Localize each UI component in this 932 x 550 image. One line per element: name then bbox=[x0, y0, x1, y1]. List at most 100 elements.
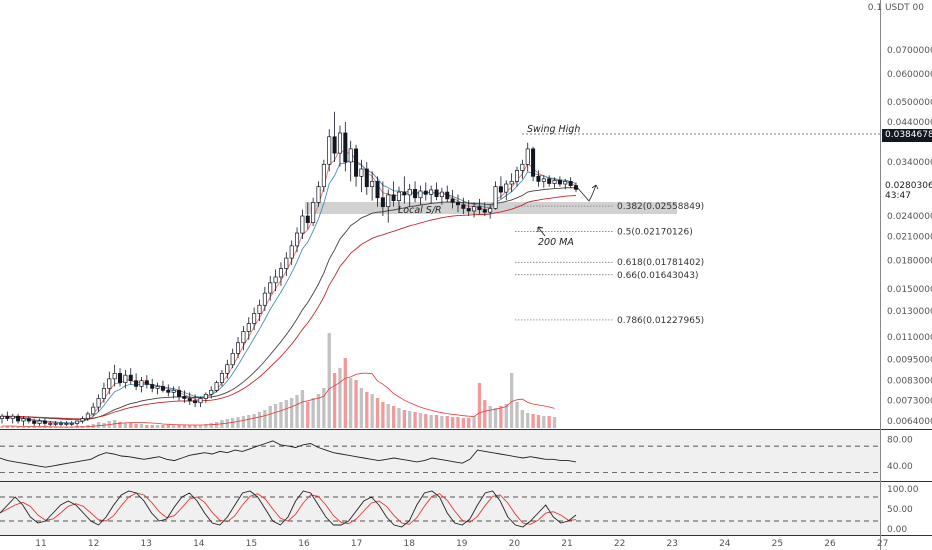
volume-bar bbox=[155, 425, 160, 428]
y-tick-label: 0.01500000 bbox=[887, 285, 932, 295]
osc-tick-label: 80.00 bbox=[887, 436, 913, 446]
rsi-indicator: 80.00 40.00 bbox=[0, 436, 913, 473]
volume-bar bbox=[472, 416, 476, 428]
volume-bar bbox=[204, 424, 208, 428]
candle-body bbox=[193, 400, 198, 404]
candle-body bbox=[514, 170, 520, 182]
candle-body bbox=[332, 136, 337, 154]
candle-body bbox=[536, 175, 541, 182]
candle-body bbox=[225, 364, 230, 374]
volume-bar bbox=[354, 380, 358, 428]
y-tick-label: 0.07000000 bbox=[887, 46, 932, 56]
volume-bar bbox=[118, 422, 122, 428]
osc-tick-label: 40.00 bbox=[887, 462, 913, 472]
x-tick-label: 27 bbox=[877, 539, 888, 549]
volume-bar bbox=[386, 404, 390, 428]
candle-body bbox=[32, 420, 37, 424]
volume-bar bbox=[418, 413, 423, 428]
y-tick-label: 0.00950000 bbox=[887, 356, 932, 366]
rsi-pane bbox=[0, 430, 880, 481]
y-tick-label: 0.06000000 bbox=[887, 70, 932, 80]
volume-bar bbox=[515, 402, 519, 428]
candle-body bbox=[26, 418, 31, 422]
candle-body bbox=[370, 181, 375, 188]
volume-bar bbox=[499, 406, 503, 428]
candle-body bbox=[96, 398, 101, 408]
candle-body bbox=[160, 386, 165, 391]
candle-body bbox=[53, 423, 58, 425]
volume-bar bbox=[290, 398, 294, 428]
volume-ma-line bbox=[2, 372, 555, 428]
volume-bar bbox=[11, 426, 15, 428]
volume-bar bbox=[402, 410, 406, 428]
volume-bar bbox=[477, 383, 482, 428]
volume-bar bbox=[27, 427, 31, 428]
candle-body bbox=[321, 163, 326, 188]
candle-body bbox=[69, 423, 74, 425]
candle-body bbox=[252, 313, 257, 324]
annotations: Swing High Local S/R 200 MA bbox=[398, 124, 880, 248]
fib-levels: 0.382(0.02558849) 0.5(0.02170126) 0.618(0.… bbox=[515, 202, 704, 326]
volume-bar bbox=[48, 427, 52, 428]
candle-body bbox=[327, 136, 332, 165]
volume-bar bbox=[424, 414, 428, 428]
candle-body bbox=[386, 194, 391, 207]
x-tick-label: 25 bbox=[772, 539, 783, 549]
candle-body bbox=[91, 406, 96, 415]
volume-bar bbox=[279, 402, 283, 428]
x-tick-label: 24 bbox=[719, 539, 731, 549]
volume-bar bbox=[370, 394, 374, 428]
candle-body bbox=[107, 378, 112, 389]
candle-body bbox=[547, 178, 552, 184]
candle-body bbox=[262, 292, 267, 306]
x-tick-label: 12 bbox=[88, 539, 99, 549]
volume-bar bbox=[70, 427, 74, 428]
volume-bar bbox=[306, 402, 310, 428]
osc-tick-label: 0.00 bbox=[887, 525, 907, 535]
fib-label: 0.618(0.01781402) bbox=[617, 258, 704, 268]
volume-bar bbox=[391, 406, 396, 428]
candle-body bbox=[241, 331, 246, 344]
x-tick-label: 16 bbox=[298, 539, 310, 549]
x-tick-label: 15 bbox=[246, 539, 257, 549]
swing-high-price-tag: 0.03846788 bbox=[882, 129, 932, 142]
volume-bar bbox=[145, 425, 149, 428]
volume-bar bbox=[53, 427, 58, 428]
candle-body bbox=[343, 132, 348, 163]
candle-body bbox=[171, 389, 176, 393]
candle-body bbox=[128, 374, 133, 382]
volume-bar bbox=[268, 406, 272, 428]
osc-tick-label: 50.00 bbox=[887, 505, 913, 515]
volume-bar bbox=[338, 368, 342, 428]
volume-bar bbox=[0, 426, 4, 428]
candle-body bbox=[5, 415, 10, 419]
osc-tick-label: 100.00 bbox=[887, 485, 919, 495]
candle-body bbox=[268, 282, 273, 294]
current-price-tag: 0.02803067 bbox=[885, 181, 932, 191]
y-tick-label: 0.05000000 bbox=[887, 98, 932, 108]
volume-bar bbox=[139, 424, 144, 428]
volume-bar bbox=[375, 398, 380, 428]
candle-body bbox=[118, 373, 123, 383]
volume-bar bbox=[349, 378, 353, 428]
volume-bar bbox=[316, 394, 321, 428]
x-tick-label: 11 bbox=[35, 539, 46, 549]
volume-bar bbox=[493, 408, 498, 428]
volume-bar bbox=[32, 427, 36, 428]
candle-body bbox=[541, 178, 546, 182]
candle-body bbox=[520, 163, 525, 171]
x-tick-label: 22 bbox=[614, 539, 625, 549]
volume-bar bbox=[129, 423, 133, 428]
volume-bar bbox=[166, 425, 170, 428]
candle-body bbox=[407, 189, 412, 196]
swing-high-label: Swing High bbox=[527, 124, 580, 135]
volume-bar bbox=[381, 402, 385, 428]
x-tick-label: 13 bbox=[140, 539, 151, 549]
volume-bar bbox=[64, 427, 69, 428]
candle-body bbox=[48, 423, 53, 425]
candle-body bbox=[563, 181, 568, 185]
volume-bar bbox=[429, 415, 433, 428]
candle-body bbox=[482, 209, 487, 213]
